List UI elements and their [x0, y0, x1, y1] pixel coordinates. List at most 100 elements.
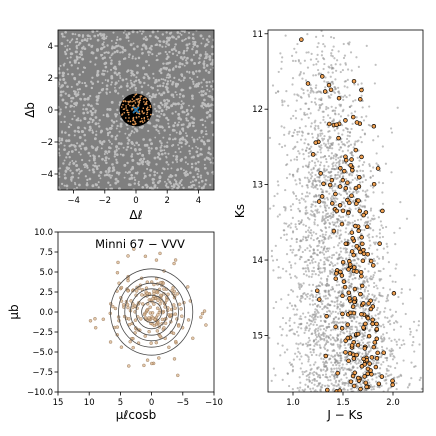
cmd-field-star [344, 309, 348, 312]
field-star [161, 45, 164, 48]
field-star [134, 178, 137, 182]
field-star [191, 147, 194, 150]
cmd-field-star [317, 135, 320, 138]
cmd-field-star [356, 290, 360, 293]
cmd-field-star [341, 381, 344, 384]
cmd-field-star [302, 223, 305, 226]
field-star [172, 185, 176, 189]
cmd-field-star [322, 368, 325, 371]
cmd-field-star [296, 170, 299, 173]
cmd-field-star [281, 101, 284, 104]
cmd-field-star [318, 241, 321, 244]
field-star [183, 56, 186, 59]
field-star [156, 85, 159, 88]
panel-b-xtick-label: −5 [177, 398, 190, 408]
cmd-field-star [345, 368, 348, 371]
cmd-field-star [352, 316, 355, 319]
cmd-field-star [334, 176, 337, 179]
cmd-field-star [297, 350, 300, 353]
field-star [110, 187, 114, 190]
field-star [149, 168, 153, 172]
field-star [167, 122, 170, 125]
field-star [59, 141, 63, 145]
field-star [105, 114, 109, 118]
cmd-field-star [359, 347, 363, 350]
pm-star [132, 247, 136, 251]
cmd-field-star [333, 304, 336, 307]
field-star [184, 156, 187, 159]
field-star [63, 115, 66, 118]
field-star [113, 46, 116, 49]
field-star [67, 73, 70, 76]
field-star [64, 131, 67, 134]
field-star [58, 148, 61, 151]
field-star [158, 43, 162, 47]
field-star [91, 107, 95, 111]
cmd-field-star [334, 182, 337, 186]
field-star [115, 161, 119, 164]
field-star [153, 173, 156, 177]
field-star [185, 43, 189, 47]
cmd-field-star [316, 211, 319, 214]
cmd-field-star [299, 342, 302, 345]
field-star [152, 113, 155, 116]
member-star [122, 100, 125, 103]
cmd-member-star [358, 249, 363, 255]
field-star [191, 136, 194, 139]
contour-line [129, 288, 174, 336]
cmd-field-star [334, 88, 337, 91]
field-star [88, 177, 92, 181]
field-star [76, 126, 80, 130]
cmd-member-star [355, 331, 361, 337]
field-star [182, 51, 186, 55]
cmd-field-star [343, 202, 346, 205]
cmd-field-star [323, 167, 326, 170]
cmd-field-star [342, 331, 345, 334]
field-star [202, 66, 206, 69]
cmd-field-star [326, 212, 330, 215]
cmd-field-star [290, 222, 293, 225]
field-star [110, 83, 113, 86]
cmd-field-star [348, 131, 352, 134]
cmd-field-star [337, 256, 340, 259]
field-star [188, 145, 191, 147]
cmd-field-star [360, 82, 363, 85]
cmd-field-star [381, 181, 385, 185]
field-star [71, 32, 75, 36]
cmd-field-star [350, 228, 354, 231]
cmd-field-star [379, 352, 382, 355]
cmd-field-star [384, 316, 387, 319]
field-star [165, 42, 168, 45]
cmd-field-star [326, 198, 330, 201]
field-star [177, 112, 181, 116]
field-star [177, 144, 179, 146]
cmd-field-star [366, 280, 369, 284]
cmd-field-star [339, 193, 342, 197]
cmd-field-star [372, 387, 375, 391]
cmd-member-star [350, 114, 356, 120]
field-star [105, 87, 109, 91]
cmd-field-star [325, 277, 329, 281]
cmd-field-star [305, 374, 308, 378]
cmd-field-star [335, 161, 338, 165]
cmd-field-star [395, 263, 398, 266]
cmd-field-star [330, 174, 333, 177]
cmd-field-star [315, 209, 319, 213]
field-star [94, 116, 98, 119]
cmd-field-star [333, 349, 336, 352]
cmd-field-star [347, 140, 351, 143]
field-star [140, 161, 144, 164]
field-star [72, 144, 76, 147]
cmd-member-star [364, 224, 370, 230]
cmd-field-star [307, 311, 310, 314]
field-star [83, 47, 87, 51]
field-star [170, 48, 174, 52]
cmd-field-star [295, 51, 298, 54]
field-star [64, 45, 67, 48]
field-star [95, 130, 98, 133]
field-star [154, 79, 157, 82]
cmd-field-star [308, 314, 312, 317]
panel-c-xtick-label: 2.0 [386, 398, 400, 408]
cmd-field-star [359, 300, 362, 303]
cmd-field-star [310, 259, 314, 262]
